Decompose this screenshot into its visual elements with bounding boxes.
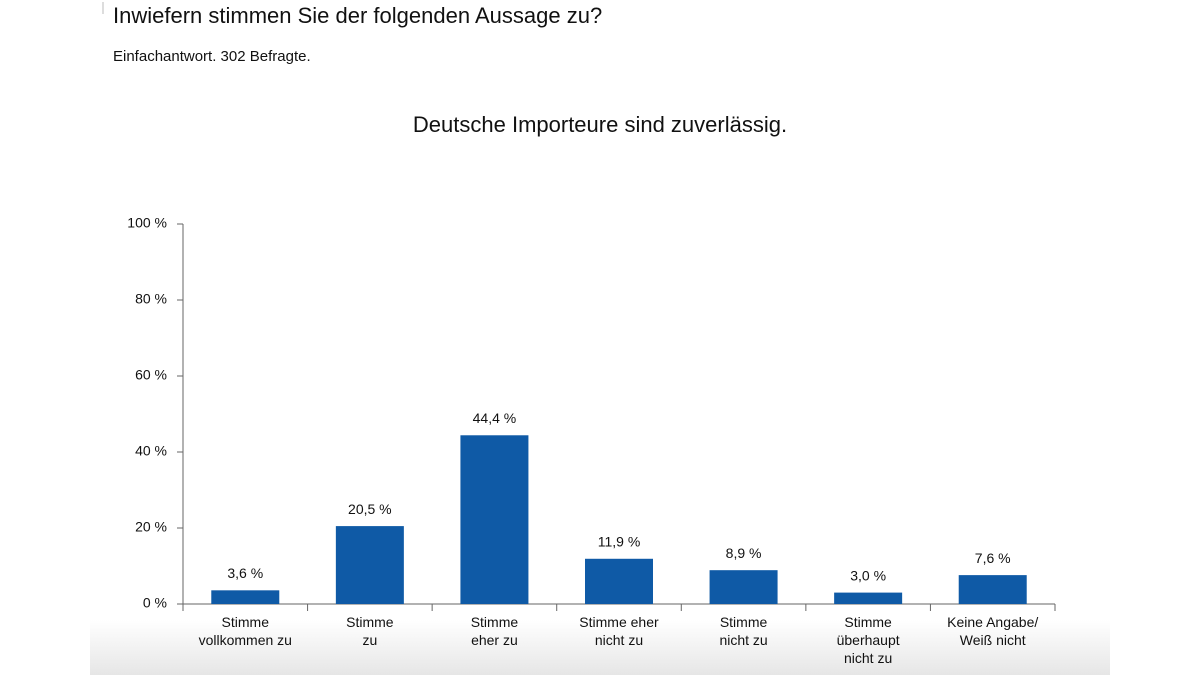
y-tick-label: 80 %	[135, 291, 167, 307]
footer-shade	[90, 620, 1110, 675]
page-title: Inwiefern stimmen Sie der folgenden Auss…	[113, 3, 602, 28]
bar	[585, 558, 653, 604]
value-label: 44,4 %	[473, 410, 517, 426]
y-tick-label: 40 %	[135, 443, 167, 459]
x-tick-label: Stimme nicht zu	[719, 614, 768, 648]
x-tick-label: Stimme zu	[346, 614, 394, 648]
bar	[709, 570, 778, 604]
y-tick-label: 60 %	[135, 367, 167, 383]
bar	[958, 575, 1027, 604]
value-label: 3,0 %	[850, 567, 886, 583]
y-tick-label: 100 %	[127, 215, 167, 231]
bar	[460, 435, 529, 604]
bar	[834, 592, 903, 604]
bar	[335, 526, 404, 604]
page-subtitle: Einfachantwort. 302 Befragte.	[113, 48, 311, 65]
x-tick-label: Stimme überhaupt nicht zu	[836, 614, 900, 666]
value-label: 11,9 %	[598, 533, 641, 549]
bar	[211, 590, 280, 604]
value-label: 7,6 %	[975, 550, 1011, 566]
value-label: 20,5 %	[348, 501, 392, 517]
x-tick-label: Stimme eher nicht zu	[579, 614, 659, 648]
chart-title: Deutsche Importeure sind zuverlässig.	[413, 112, 787, 137]
y-tick-label: 0 %	[143, 595, 167, 611]
value-label: 3,6 %	[227, 565, 263, 581]
value-label: 8,9 %	[726, 545, 762, 561]
x-tick-label: Stimme eher zu	[470, 614, 519, 648]
x-tick-label: Stimme vollkommen zu	[198, 614, 292, 648]
y-tick-label: 20 %	[135, 519, 167, 535]
x-tick-label: Keine Angabe/ Weiß nicht	[947, 614, 1039, 648]
